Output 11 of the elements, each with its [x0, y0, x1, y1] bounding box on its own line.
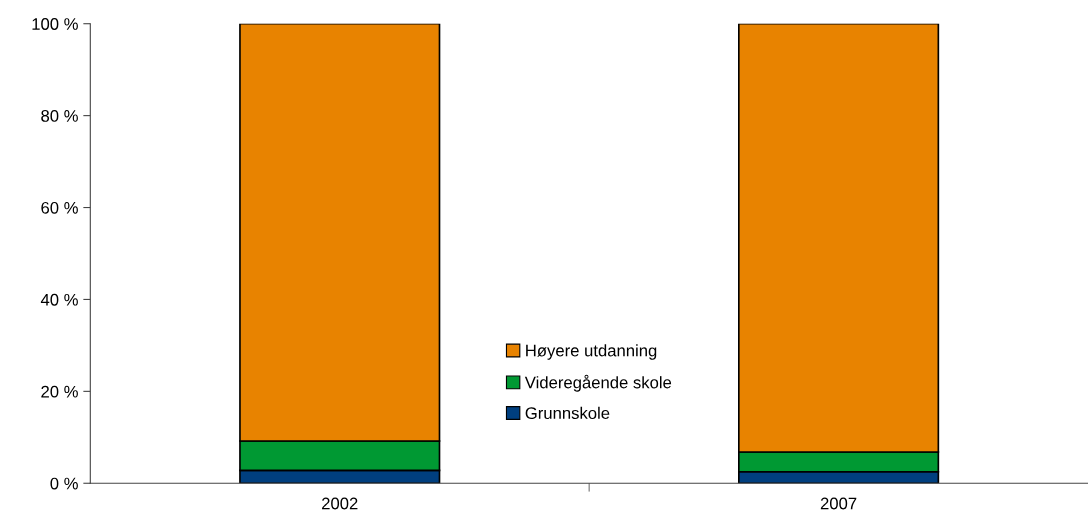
y-tick-label: 60 % [41, 201, 78, 214]
y-tick-label: 40 % [40, 293, 78, 306]
y-tick-label: 20 % [41, 385, 78, 398]
x-tick-label: 2002 [322, 497, 358, 510]
x-tick-label: 2007 [820, 497, 857, 510]
legend-label: Grunnskole [525, 406, 610, 420]
y-tick-label: 100 % [32, 18, 78, 30]
y-tick-label: 80 % [41, 110, 78, 122]
legend-label: Høyere utdanning [526, 344, 657, 360]
y-tick-label: 0 % [50, 477, 78, 490]
legend-label: Videregående skole [524, 374, 672, 392]
